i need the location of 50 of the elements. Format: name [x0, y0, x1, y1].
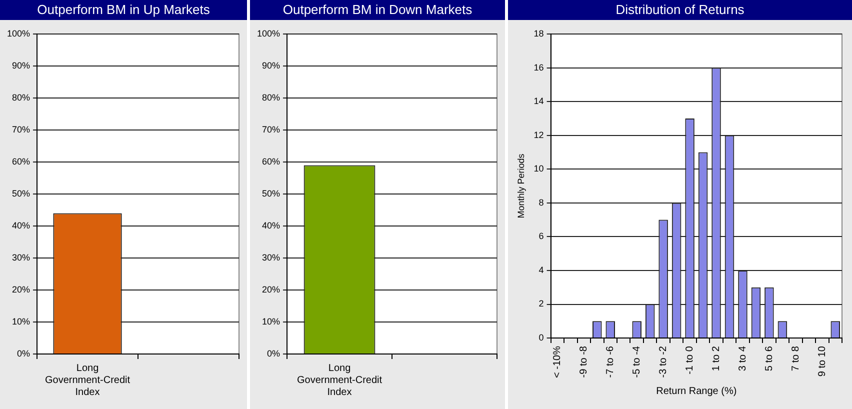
y-tick-label: 100%	[256, 28, 280, 38]
y-tick-label: 90%	[262, 60, 280, 70]
y-tick-label: 100%	[6, 28, 30, 38]
y-tick-label: 2	[538, 298, 544, 309]
y-tick-label: 14	[534, 96, 544, 106]
y-tick-label: 12	[534, 130, 544, 140]
chart-title: Distribution of Returns	[508, 0, 852, 20]
chart-title: Outperform BM in Down Markets	[250, 0, 505, 20]
y-tick-label: 18	[534, 28, 544, 38]
x-axis-title: Return Range (%)	[656, 386, 737, 397]
x-tick-label: 9 to 10	[816, 346, 828, 377]
y-tick-label: 50%	[262, 188, 280, 198]
y-tick-label: 80%	[262, 92, 280, 102]
x-tick-label: Long Government-Credit Index	[45, 362, 130, 398]
y-tick-label: 30%	[262, 252, 280, 262]
x-tick-label: < -10%	[552, 346, 564, 378]
y-tick-label: 0	[538, 332, 544, 343]
y-axis-title: Monthly Periods	[516, 153, 526, 218]
y-tick-label: 6	[538, 231, 544, 242]
y-tick-label: 50%	[12, 188, 30, 198]
chart-title: Outperform BM in Up Markets	[0, 0, 247, 20]
y-tick-label: 4	[538, 264, 544, 275]
x-tick-label: -1 to 0	[684, 346, 696, 374]
y-tick-label: 70%	[262, 124, 280, 134]
y-tick-label: 30%	[12, 252, 30, 262]
x-tick-label: 7 to 8	[790, 346, 802, 372]
y-tick-label: 80%	[12, 92, 30, 102]
y-tick-label: 10%	[262, 316, 280, 326]
x-tick-label: 1 to 2	[711, 346, 722, 372]
y-tick-label: 40%	[12, 220, 30, 230]
y-tick-label: 70%	[12, 124, 30, 134]
y-tick-label: 16	[534, 62, 544, 72]
x-tick-label: -5 to -4	[632, 346, 643, 378]
y-tick-label: 60%	[12, 156, 30, 166]
y-tick-label: 60%	[262, 156, 280, 166]
y-tick-label: 0%	[267, 348, 280, 358]
y-tick-label: 90%	[12, 60, 30, 70]
y-tick-label: 20%	[12, 284, 30, 294]
y-tick-label: 10%	[12, 316, 30, 326]
x-tick-label: Long Government-Credit Index	[297, 362, 382, 398]
y-tick-label: 10	[534, 164, 544, 174]
x-tick-label: 5 to 6	[764, 346, 775, 372]
y-tick-label: 20%	[262, 284, 280, 294]
y-tick-label: 8	[538, 197, 544, 208]
x-tick-label: -9 to -8	[578, 346, 590, 378]
y-tick-label: 0%	[17, 348, 30, 358]
x-tick-label: -3 to -2	[658, 346, 670, 378]
x-tick-label: -7 to -6	[605, 346, 616, 378]
x-tick-label: 3 to 4	[737, 346, 748, 372]
y-tick-label: 40%	[262, 220, 280, 230]
